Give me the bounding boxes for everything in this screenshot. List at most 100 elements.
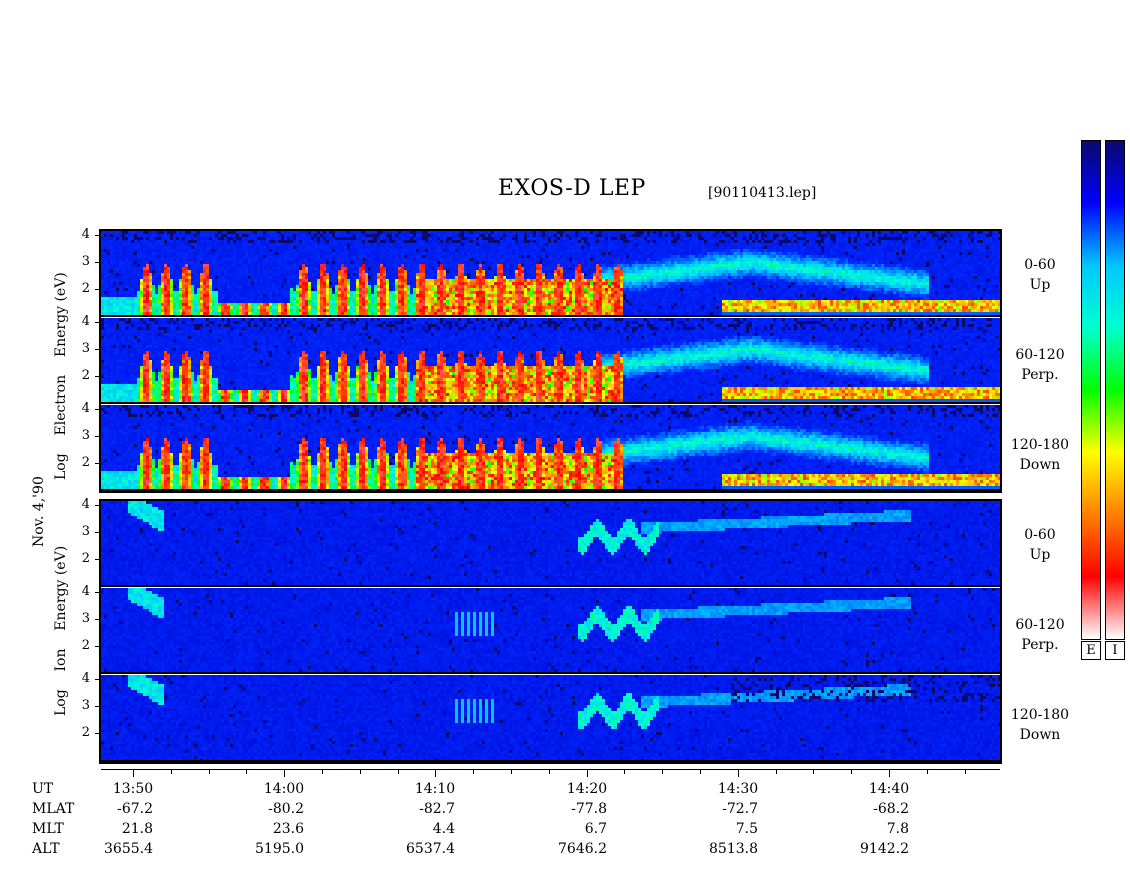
alt-value: 8513.8 bbox=[668, 841, 758, 857]
ut-tick-label: 13:50 bbox=[98, 781, 168, 797]
y-tick-label: 3 bbox=[76, 428, 90, 443]
y-tick-mark bbox=[95, 619, 100, 620]
alt-value: 7646.2 bbox=[517, 841, 607, 857]
alt-label: ALT bbox=[32, 841, 60, 857]
x-tick-mark bbox=[322, 769, 323, 774]
y-tick-mark bbox=[95, 559, 100, 560]
y-tick-label: 4 bbox=[76, 671, 90, 686]
y-tick-label: 4 bbox=[76, 401, 90, 416]
x-tick-mark bbox=[360, 769, 361, 774]
colorbar-i-label: I bbox=[1105, 641, 1125, 660]
y-tick-mark bbox=[95, 322, 100, 323]
y-tick-mark bbox=[95, 706, 100, 707]
mlt-label: MLT bbox=[32, 821, 64, 837]
y-tick-label: 3 bbox=[76, 524, 90, 539]
x-tick-mark bbox=[246, 769, 247, 774]
x-tick-mark bbox=[435, 769, 436, 777]
y-tick-label: 3 bbox=[76, 341, 90, 356]
y-tick-label: 3 bbox=[76, 254, 90, 269]
x-tick-mark bbox=[889, 769, 890, 777]
y-tick-label: 4 bbox=[76, 497, 90, 512]
x-tick-mark bbox=[284, 769, 285, 777]
pitch-label-e-up: 0-60 Up bbox=[1005, 255, 1075, 295]
mlt-value: 7.8 bbox=[819, 821, 909, 837]
y-tick-mark bbox=[95, 532, 100, 533]
mlat-value: -72.7 bbox=[668, 801, 758, 817]
y-tick-label: 2 bbox=[76, 551, 90, 566]
x-tick-mark bbox=[171, 769, 172, 774]
y-tick-mark bbox=[95, 235, 100, 236]
y-tick-label: 2 bbox=[76, 638, 90, 653]
y-tick-mark bbox=[95, 646, 100, 647]
y-tick-mark bbox=[95, 463, 100, 464]
x-tick-mark bbox=[511, 769, 512, 774]
y-tick-label: 2 bbox=[76, 725, 90, 740]
x-tick-mark bbox=[927, 769, 928, 774]
ut-label: UT bbox=[32, 781, 53, 797]
y-tick-label: 4 bbox=[76, 227, 90, 242]
ut-tick-label: 14:00 bbox=[249, 781, 319, 797]
y-tick-mark bbox=[95, 376, 100, 377]
x-tick-mark bbox=[851, 769, 852, 774]
mlat-value: -68.2 bbox=[819, 801, 909, 817]
pitch-label-e-down: 120-180 Down bbox=[1005, 435, 1075, 475]
mlt-value: 23.6 bbox=[214, 821, 304, 837]
date-label: Nov. 4,'90 bbox=[31, 476, 47, 547]
alt-value: 9142.2 bbox=[819, 841, 909, 857]
y-tick-label: 2 bbox=[76, 455, 90, 470]
mlat-value: -77.8 bbox=[517, 801, 607, 817]
x-tick-mark bbox=[549, 769, 550, 774]
x-tick-mark bbox=[624, 769, 625, 774]
mlt-value: 7.5 bbox=[668, 821, 758, 837]
file-name: [90110413.lep] bbox=[708, 185, 816, 201]
alt-value: 6537.4 bbox=[365, 841, 455, 857]
electron-colorbar bbox=[1081, 140, 1101, 640]
y-tick-label: 4 bbox=[76, 584, 90, 599]
pitch-label-e-perp: 60-120 Perp. bbox=[1005, 345, 1075, 385]
ion-panel-down bbox=[101, 675, 1000, 762]
time-axis bbox=[101, 769, 1000, 770]
y-tick-mark bbox=[95, 679, 100, 680]
mlt-value: 4.4 bbox=[365, 821, 455, 837]
y-tick-label: 2 bbox=[76, 368, 90, 383]
ion-panel-perp bbox=[101, 588, 1000, 674]
x-tick-mark bbox=[738, 769, 739, 777]
pitch-label-i-up: 0-60 Up bbox=[1005, 525, 1075, 565]
y-tick-mark bbox=[95, 349, 100, 350]
x-tick-mark bbox=[473, 769, 474, 774]
x-tick-mark bbox=[587, 769, 588, 777]
x-tick-mark bbox=[776, 769, 777, 774]
colorbar-e-label: E bbox=[1081, 641, 1101, 660]
y-tick-mark bbox=[95, 289, 100, 290]
electron-y-label: Log Electron Energy (eV) bbox=[53, 272, 69, 480]
ut-tick-label: 14:30 bbox=[703, 781, 773, 797]
mlat-value: -82.7 bbox=[365, 801, 455, 817]
y-tick-mark bbox=[95, 505, 100, 506]
alt-value: 3655.4 bbox=[63, 841, 153, 857]
x-tick-mark bbox=[209, 769, 210, 774]
ion-panel-up bbox=[101, 501, 1000, 587]
x-tick-mark bbox=[700, 769, 701, 774]
electron-panel-perp bbox=[101, 318, 1000, 404]
x-tick-mark bbox=[133, 769, 134, 777]
ut-tick-label: 14:40 bbox=[854, 781, 924, 797]
ut-tick-label: 14:20 bbox=[552, 781, 622, 797]
mlt-value: 6.7 bbox=[517, 821, 607, 837]
y-tick-mark bbox=[95, 592, 100, 593]
x-tick-mark bbox=[398, 769, 399, 774]
y-tick-label: 2 bbox=[76, 281, 90, 296]
y-tick-mark bbox=[95, 436, 100, 437]
x-tick-mark bbox=[662, 769, 663, 774]
ut-tick-label: 14:10 bbox=[400, 781, 470, 797]
y-tick-mark bbox=[95, 409, 100, 410]
electron-panel-down bbox=[101, 405, 1000, 491]
mlat-value: -80.2 bbox=[214, 801, 304, 817]
y-tick-label: 3 bbox=[76, 611, 90, 626]
y-tick-label: 3 bbox=[76, 698, 90, 713]
alt-value: 5195.0 bbox=[214, 841, 304, 857]
electron-panel-up bbox=[101, 231, 1000, 317]
pitch-label-i-perp: 60-120 Perp. bbox=[1005, 615, 1075, 655]
chart-title: EXOS-D LEP bbox=[498, 176, 646, 201]
mlat-value: -67.2 bbox=[63, 801, 153, 817]
y-tick-mark bbox=[95, 262, 100, 263]
